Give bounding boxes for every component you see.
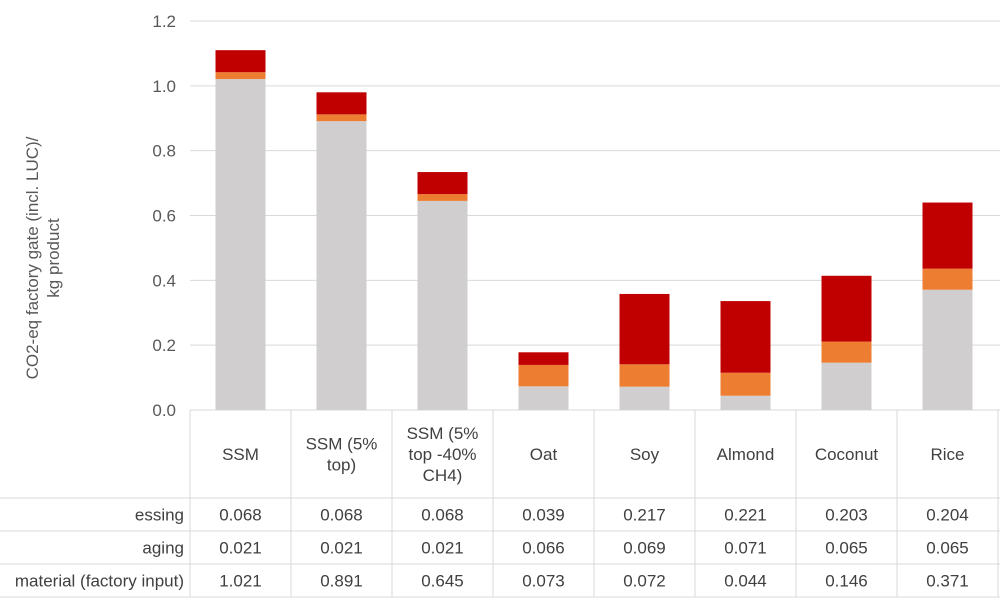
table-cell-value: 0.204 bbox=[926, 506, 969, 525]
y-tick-label: 0.8 bbox=[152, 142, 176, 161]
bar-segment bbox=[619, 364, 670, 387]
table-cell-value: 0.073 bbox=[522, 572, 565, 591]
bar-segment bbox=[821, 362, 872, 410]
bar-segment bbox=[720, 372, 771, 396]
category-label: Rice bbox=[930, 445, 964, 464]
bar-segment bbox=[215, 50, 266, 73]
bar-segment bbox=[619, 386, 670, 410]
table-cell-value: 0.146 bbox=[825, 572, 868, 591]
category-label: top -40% bbox=[408, 445, 476, 464]
y-tick-label: 0.6 bbox=[152, 207, 176, 226]
bar-segment bbox=[720, 301, 771, 373]
bar-segment bbox=[316, 114, 367, 122]
table-cell-value: 0.021 bbox=[219, 539, 262, 558]
table-cell-value: 0.203 bbox=[825, 506, 868, 525]
y-axis-label-line-2: kg product bbox=[44, 218, 63, 298]
table-row-label: material (factory input) bbox=[15, 572, 184, 591]
table-cell-value: 0.065 bbox=[926, 539, 969, 558]
table-cell-value: 0.891 bbox=[320, 572, 363, 591]
category-label: SSM (5% bbox=[306, 435, 378, 454]
table-cell-value: 0.066 bbox=[522, 539, 565, 558]
bar-segment bbox=[316, 92, 367, 115]
table-cell-value: 0.069 bbox=[623, 539, 666, 558]
bar-segment bbox=[215, 79, 266, 411]
category-label: SSM bbox=[222, 445, 259, 464]
category-label: CH4) bbox=[423, 466, 463, 485]
table-cell-value: 0.072 bbox=[623, 572, 666, 591]
category-label: Oat bbox=[530, 445, 558, 464]
table-cell-value: 0.068 bbox=[421, 506, 464, 525]
table-cell-value: 0.068 bbox=[219, 506, 262, 525]
y-tick-label: 0.2 bbox=[152, 336, 176, 355]
y-tick-label: 1.0 bbox=[152, 77, 176, 96]
table-row-label: essing bbox=[135, 506, 184, 525]
y-tick-label: 0.0 bbox=[152, 401, 176, 420]
bar-segment bbox=[518, 386, 569, 410]
bars bbox=[215, 50, 973, 411]
y-tick-label: 0.4 bbox=[152, 271, 176, 290]
y-tick-label: 1.2 bbox=[152, 12, 176, 31]
table-cell-value: 0.645 bbox=[421, 572, 464, 591]
table-cell-value: 0.068 bbox=[320, 506, 363, 525]
bar-segment bbox=[821, 275, 872, 342]
table-cell-value: 0.071 bbox=[724, 539, 767, 558]
bar-segment bbox=[922, 268, 973, 290]
bar-segment bbox=[215, 72, 266, 80]
category-label: top) bbox=[327, 456, 356, 475]
bar-segment bbox=[619, 293, 670, 365]
category-label: SSM (5% bbox=[407, 424, 479, 443]
table-cell-value: 0.371 bbox=[926, 572, 969, 591]
table-cell-value: 0.021 bbox=[421, 539, 464, 558]
data-table: SSM SSM (5% top) SSM (5% top -40% CH4) Oat Soy A… bbox=[0, 410, 1000, 598]
bar-segment bbox=[417, 200, 468, 410]
table-cell-value: 0.221 bbox=[724, 506, 767, 525]
table-cell-value: 0.044 bbox=[724, 572, 767, 591]
y-axis-label-line-1: CO2-eq factory gate (incl. LUC)/ bbox=[23, 136, 42, 379]
bar-segment bbox=[417, 194, 468, 201]
bar-segment bbox=[316, 121, 367, 410]
table-cell-value: 0.217 bbox=[623, 506, 666, 525]
category-label: Coconut bbox=[815, 445, 879, 464]
bar-segment bbox=[821, 341, 872, 363]
table-row-label: aging bbox=[142, 539, 184, 558]
bar-segment bbox=[922, 202, 973, 269]
bar-segment bbox=[720, 395, 771, 410]
table-cell-value: 1.021 bbox=[219, 572, 262, 591]
y-axis-ticks: 0.0 0.2 0.4 0.6 0.8 1.0 1.2 bbox=[152, 12, 176, 420]
bar-segment bbox=[922, 289, 973, 410]
gridlines bbox=[190, 20, 1000, 411]
category-label: Almond bbox=[717, 445, 775, 464]
table-cell-value: 0.021 bbox=[320, 539, 363, 558]
bar-segment bbox=[518, 364, 569, 387]
bar-segment bbox=[417, 172, 468, 195]
bar-segment bbox=[518, 352, 569, 365]
category-label: Soy bbox=[630, 445, 660, 464]
table-cell-value: 0.039 bbox=[522, 506, 565, 525]
table-cell-value: 0.065 bbox=[825, 539, 868, 558]
